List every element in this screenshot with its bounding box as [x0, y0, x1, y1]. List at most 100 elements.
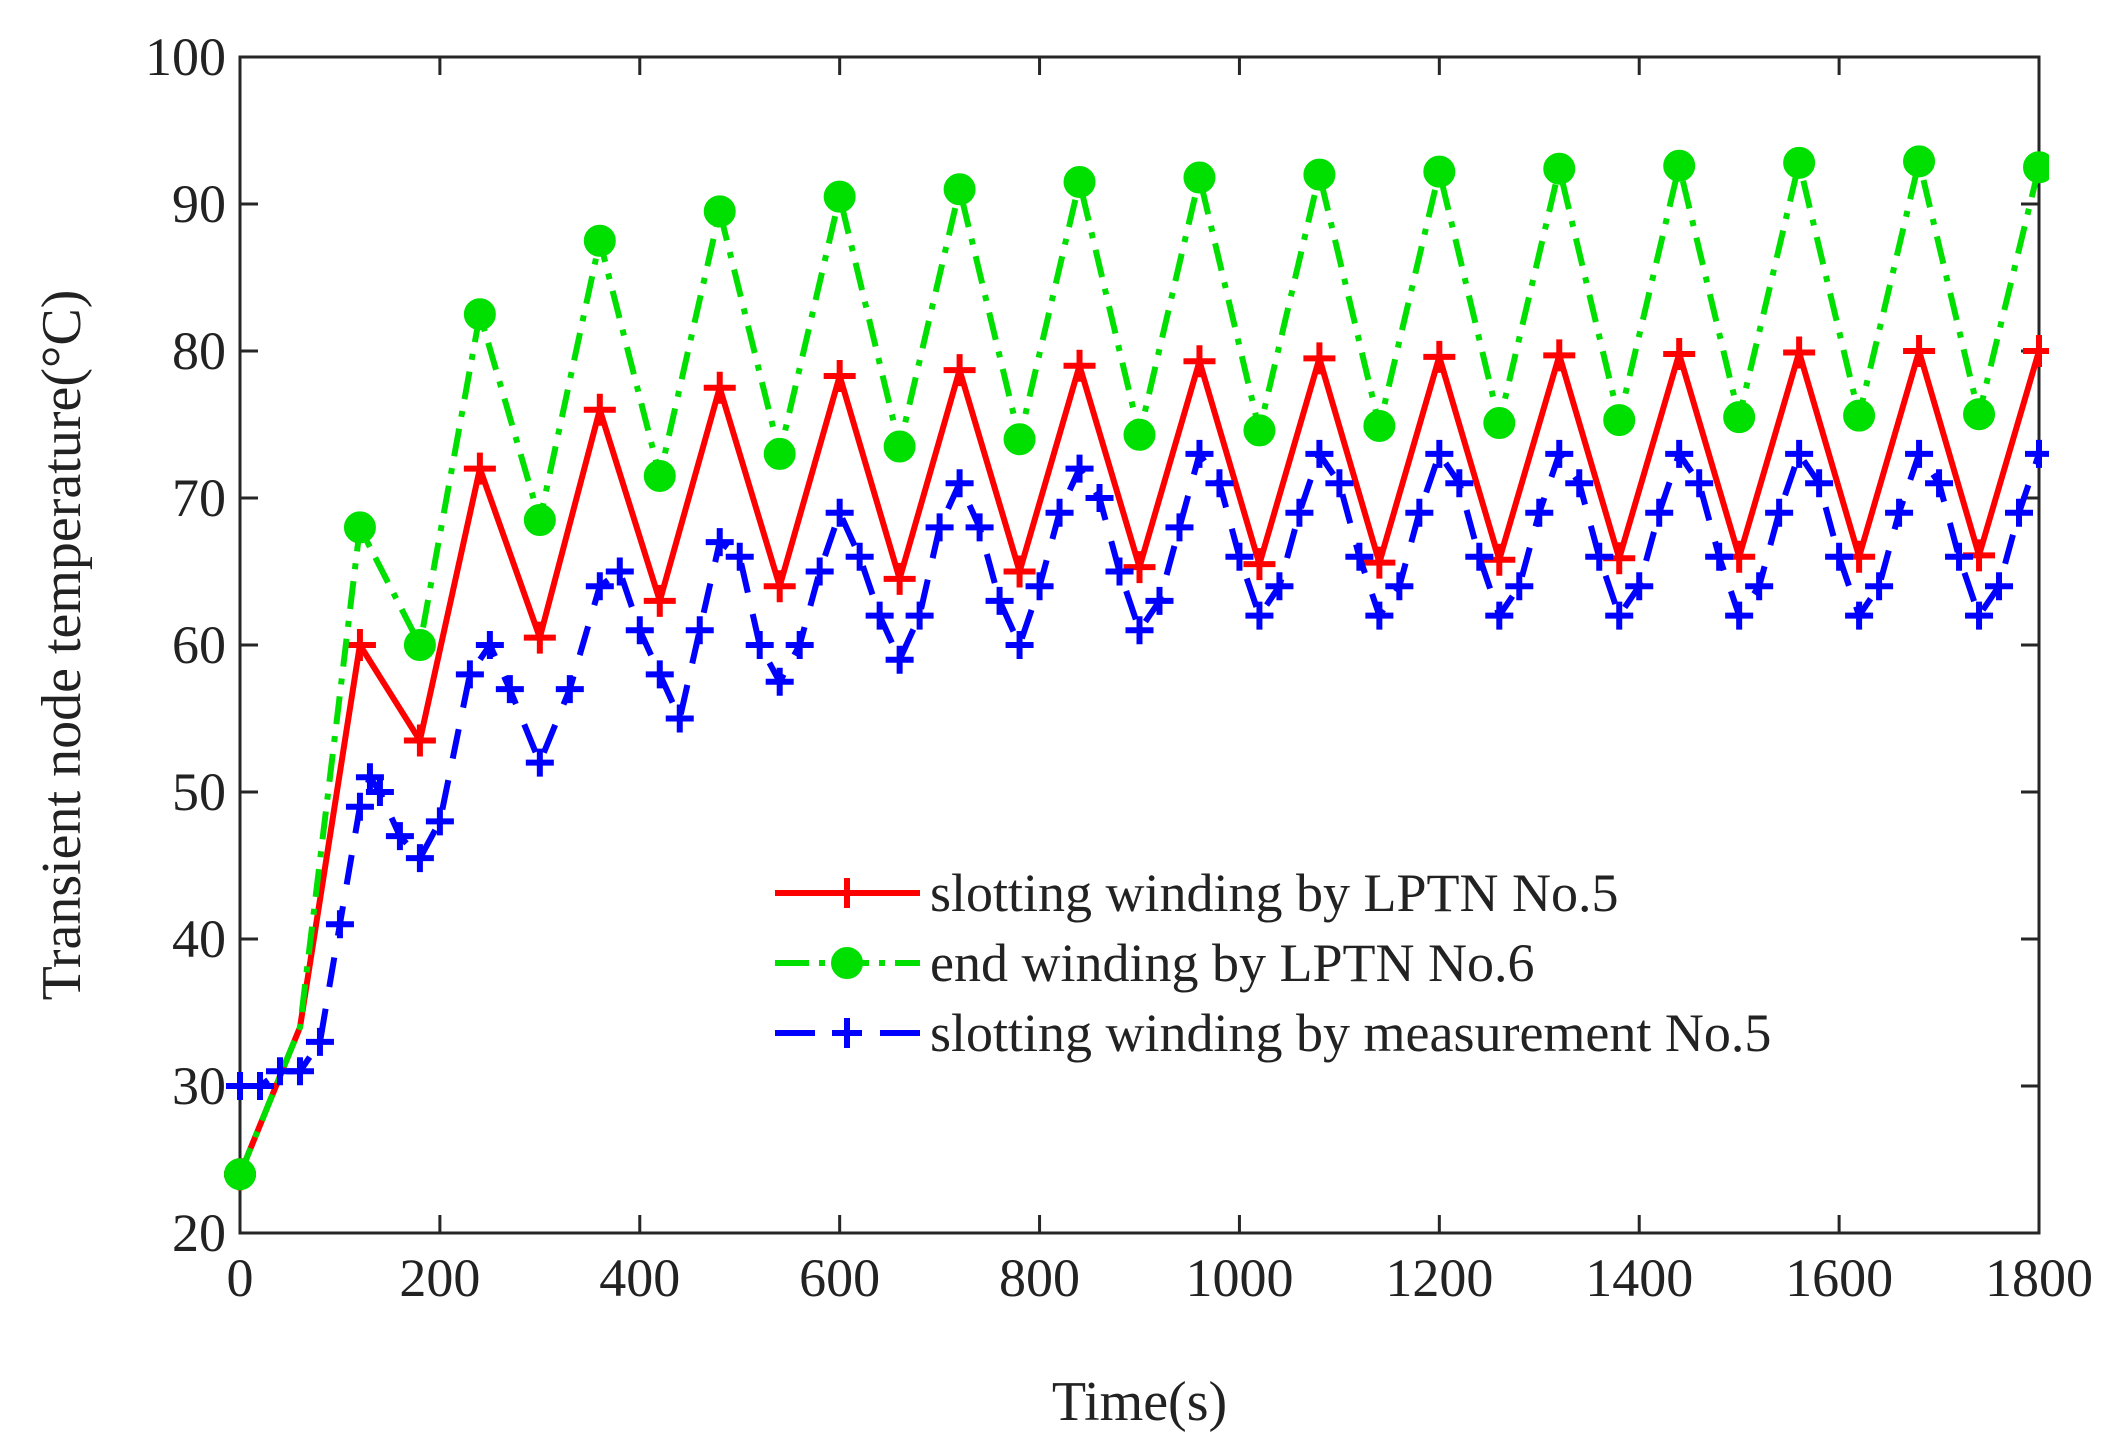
legend-item: slotting winding by measurement No.5 — [775, 1003, 1771, 1063]
data-point — [1985, 572, 2014, 601]
x-tick-label: 600 — [799, 1248, 880, 1308]
data-point — [1505, 572, 1534, 601]
series-layer — [224, 145, 2049, 1191]
data-point — [763, 570, 796, 603]
data-point — [1405, 498, 1434, 527]
data-point — [555, 675, 584, 704]
data-point — [865, 601, 894, 630]
data-point — [645, 660, 674, 689]
data-point — [943, 354, 976, 387]
data-point — [1685, 469, 1714, 498]
y-tick-label: 90 — [172, 174, 226, 234]
data-point — [1025, 572, 1054, 601]
data-point — [1423, 340, 1456, 373]
data-point — [1865, 572, 1894, 601]
data-point — [1585, 542, 1614, 571]
data-point — [1465, 542, 1494, 571]
data-point — [1045, 498, 1074, 527]
x-tick-label: 1800 — [1985, 1248, 2093, 1308]
data-point — [1063, 165, 1096, 198]
data-point — [1925, 469, 1954, 498]
data-point — [1665, 439, 1694, 468]
data-point — [495, 675, 524, 704]
y-tick-label: 30 — [172, 1056, 226, 1116]
data-point — [1605, 601, 1634, 630]
data-point — [1485, 601, 1514, 630]
data-point — [1845, 601, 1874, 630]
data-point — [585, 572, 614, 601]
data-point — [1543, 339, 1576, 372]
data-point — [305, 1027, 334, 1056]
data-point — [2025, 439, 2049, 468]
data-point — [705, 528, 734, 557]
data-point — [1765, 498, 1794, 527]
data-point — [1543, 152, 1576, 185]
data-point — [403, 724, 436, 757]
data-point — [832, 878, 862, 908]
data-point — [845, 542, 874, 571]
data-point — [1663, 337, 1696, 370]
data-point — [905, 601, 934, 630]
data-point — [1963, 398, 1996, 431]
x-tick-label: 800 — [999, 1248, 1080, 1308]
data-point — [523, 504, 556, 537]
y-tick-label: 20 — [172, 1203, 226, 1263]
x-tick-label: 0 — [227, 1248, 254, 1308]
series-2 — [224, 145, 2049, 1191]
data-point — [2005, 498, 2034, 527]
data-point — [703, 195, 736, 228]
x-tick-label: 1000 — [1185, 1248, 1293, 1308]
x-tick-label: 1600 — [1785, 1248, 1893, 1308]
y-tick-label: 40 — [172, 909, 226, 969]
series-3 — [226, 439, 2049, 1100]
data-point — [1525, 498, 1554, 527]
axis-ticks: 0 200 400 600 800 1000 1200 1400 1600 1800 20 30 40 5… — [145, 27, 2093, 1308]
data-point — [1725, 601, 1754, 630]
data-point — [1425, 439, 1454, 468]
x-tick-label: 1400 — [1585, 1248, 1693, 1308]
legend: slotting winding by LPTN No.5 end winding… — [775, 863, 1771, 1063]
data-point — [1663, 149, 1696, 182]
data-point — [2023, 151, 2049, 184]
data-point — [765, 667, 794, 696]
data-point — [1303, 158, 1336, 191]
legend-item: slotting winding by LPTN No.5 — [775, 863, 1619, 923]
x-tick-label: 400 — [599, 1248, 680, 1308]
data-point — [605, 557, 634, 586]
data-point — [583, 393, 616, 426]
data-point — [1903, 335, 1936, 367]
data-point — [965, 513, 994, 542]
data-point — [665, 704, 694, 733]
data-point — [1445, 469, 1474, 498]
data-point — [1165, 513, 1194, 542]
data-point — [1185, 439, 1214, 468]
data-point — [1565, 469, 1594, 498]
data-point — [1885, 498, 1914, 527]
data-point — [1305, 439, 1334, 468]
data-point — [1903, 145, 1936, 178]
data-point — [285, 1057, 314, 1086]
data-point — [1785, 439, 1814, 468]
data-point — [643, 584, 676, 617]
data-point — [825, 498, 854, 527]
data-point — [583, 224, 616, 257]
data-point — [1183, 345, 1216, 378]
data-point — [1005, 631, 1034, 659]
x-tick-label: 200 — [399, 1248, 480, 1308]
data-point — [823, 359, 856, 392]
data-point — [1783, 336, 1816, 369]
data-point — [1545, 439, 1574, 468]
data-point — [425, 807, 454, 836]
data-point — [885, 645, 914, 674]
x-tick-label: 1200 — [1385, 1248, 1493, 1308]
data-point — [832, 1018, 862, 1048]
data-point — [985, 586, 1014, 615]
data-point — [525, 748, 554, 777]
legend-item: end winding by LPTN No.6 — [775, 933, 1534, 993]
data-point — [1805, 469, 1834, 498]
data-point — [1345, 542, 1374, 571]
data-point — [1183, 161, 1216, 194]
data-point — [1325, 469, 1354, 498]
data-point — [703, 371, 736, 404]
